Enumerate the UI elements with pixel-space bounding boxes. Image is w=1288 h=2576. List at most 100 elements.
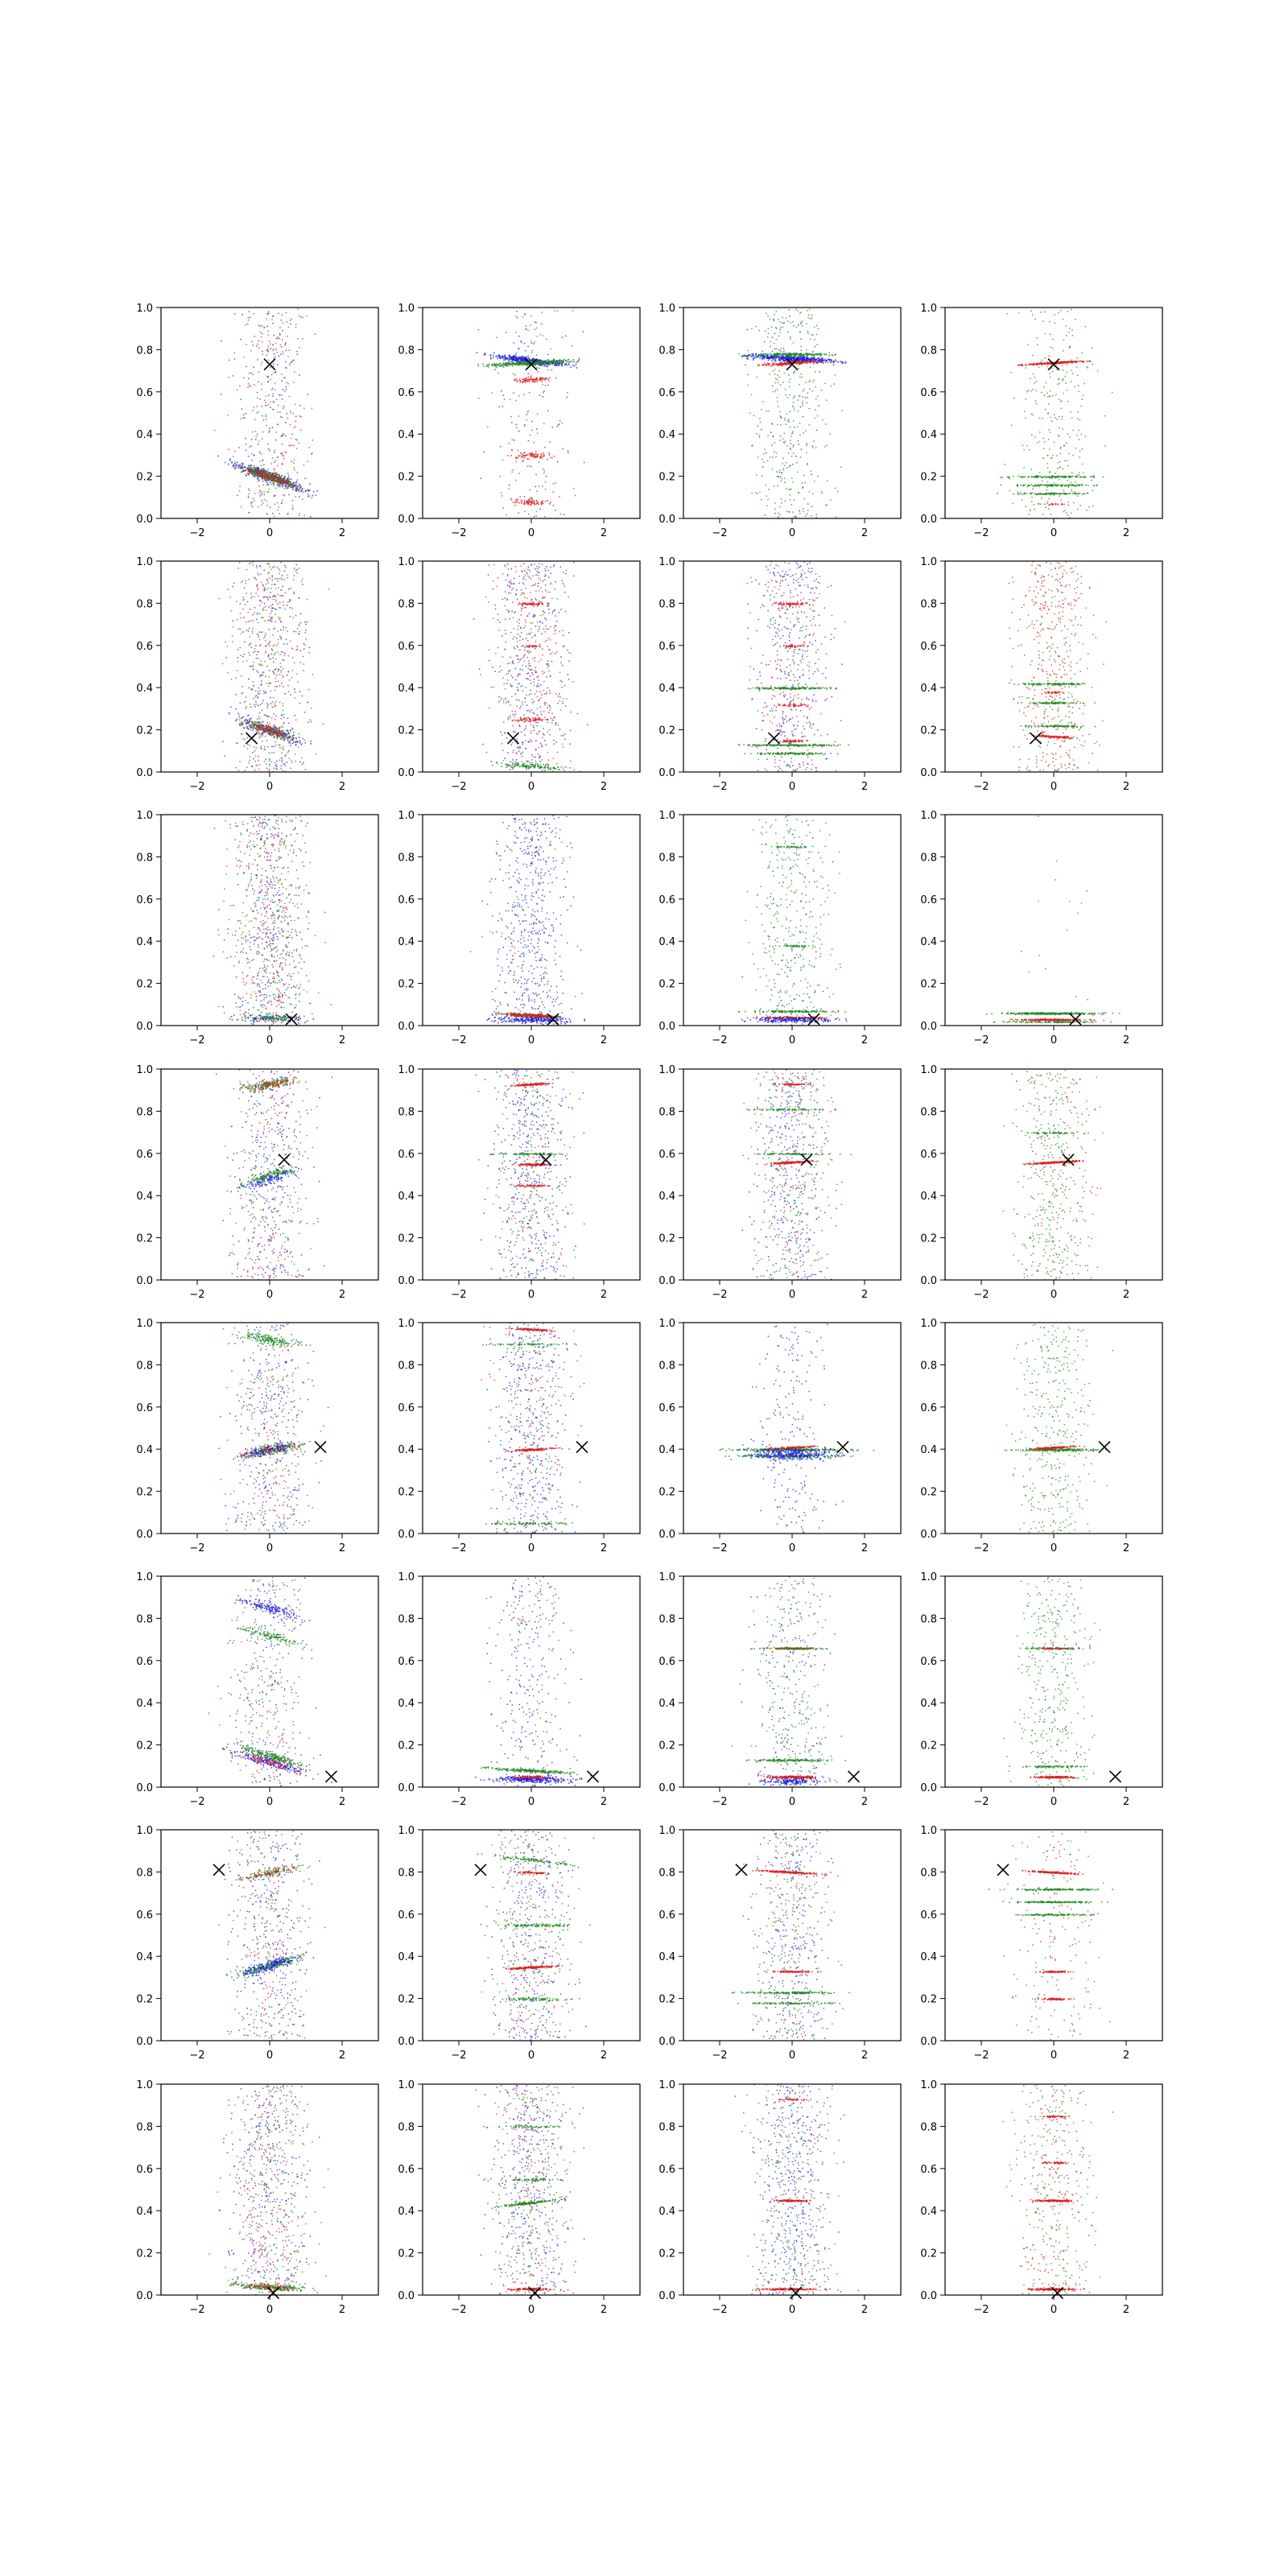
scatter-point bbox=[552, 359, 555, 361]
scatter-point bbox=[527, 379, 530, 381]
scatter-point bbox=[1010, 424, 1013, 426]
scatter-point bbox=[516, 362, 518, 364]
scatter-point bbox=[790, 436, 792, 437]
scatter-point bbox=[297, 488, 299, 490]
scatter-point bbox=[812, 357, 814, 359]
scatter-point bbox=[785, 353, 787, 355]
scatter-point bbox=[791, 353, 793, 356]
scatter-point bbox=[273, 594, 275, 597]
scatter-point bbox=[265, 691, 266, 694]
scatter-point bbox=[240, 398, 242, 400]
subplot-r1-c2: −2 0 20.00.20.40.60.81.0 bbox=[398, 303, 641, 539]
scatter-point bbox=[1076, 474, 1078, 476]
scatter-point bbox=[530, 420, 533, 423]
scatter-point bbox=[229, 458, 231, 460]
scatter-point bbox=[293, 459, 295, 461]
scatter-point bbox=[282, 659, 283, 661]
scatter-point bbox=[266, 312, 269, 315]
scatter-point bbox=[272, 476, 274, 478]
scatter-point bbox=[806, 349, 807, 351]
scatter-point bbox=[551, 427, 553, 428]
scatter-point bbox=[808, 360, 810, 361]
scatter-point bbox=[536, 378, 538, 379]
scatter-point bbox=[267, 381, 269, 382]
scatter-point bbox=[515, 378, 518, 380]
scatter-point bbox=[253, 475, 255, 477]
scatter-point bbox=[1063, 392, 1064, 394]
scatter-point bbox=[567, 392, 568, 394]
scatter-point bbox=[268, 606, 270, 608]
scatter-point bbox=[254, 472, 255, 473]
scatter-point bbox=[1049, 503, 1051, 506]
scatter-point bbox=[476, 352, 478, 353]
scatter-point bbox=[796, 462, 798, 464]
scatter-point bbox=[534, 504, 535, 506]
scatter-point bbox=[543, 392, 544, 394]
scatter-point bbox=[1055, 503, 1056, 505]
scatter-point bbox=[809, 359, 811, 361]
scatter-point bbox=[552, 361, 554, 363]
scatter-point bbox=[533, 456, 535, 458]
scatter-point bbox=[502, 366, 505, 368]
scatter-point bbox=[266, 424, 267, 427]
scatter-point bbox=[784, 419, 786, 421]
scatter-point bbox=[752, 353, 754, 355]
scatter-point bbox=[520, 452, 522, 454]
scatter-point bbox=[526, 358, 529, 360]
scatter-point bbox=[1012, 502, 1013, 505]
scatter-point bbox=[796, 426, 799, 427]
scatter-point bbox=[811, 354, 812, 356]
scatter-point bbox=[279, 394, 281, 396]
scatter-point bbox=[547, 361, 548, 363]
scatter-point bbox=[523, 496, 526, 497]
scatter-point bbox=[544, 365, 546, 366]
scatter-point bbox=[1039, 484, 1042, 485]
scatter-point bbox=[506, 365, 507, 367]
scatter-point bbox=[515, 352, 518, 354]
scatter-point bbox=[249, 466, 251, 468]
scatter-point bbox=[307, 460, 308, 462]
scatter-point bbox=[284, 693, 286, 695]
scatter-point bbox=[497, 354, 500, 357]
scatter-point bbox=[246, 748, 249, 749]
scatter-point bbox=[272, 393, 274, 394]
scatter-point bbox=[518, 430, 520, 432]
scatter-point bbox=[482, 363, 484, 365]
scatter-point bbox=[502, 459, 504, 461]
scatter-point bbox=[1029, 485, 1030, 486]
scatter-point bbox=[774, 353, 776, 355]
scatter-point bbox=[275, 337, 277, 340]
scatter-point bbox=[261, 499, 263, 502]
scatter-point bbox=[525, 325, 526, 327]
scatter-point bbox=[811, 354, 814, 357]
scatter-point bbox=[1063, 445, 1065, 447]
scatter-point bbox=[1078, 390, 1080, 393]
scatter-point bbox=[1050, 333, 1051, 335]
scatter-point bbox=[565, 335, 567, 336]
scatter-point bbox=[814, 339, 815, 341]
scatter-point bbox=[503, 363, 505, 365]
scatter-point bbox=[283, 477, 285, 479]
scatter-point bbox=[508, 360, 510, 362]
scatter-point bbox=[1050, 416, 1051, 419]
scatter-point bbox=[290, 745, 291, 747]
scatter-point bbox=[1052, 347, 1054, 349]
scatter-point bbox=[1069, 436, 1071, 438]
scatter-point bbox=[772, 385, 774, 387]
scatter-point bbox=[285, 349, 287, 351]
scatter-point bbox=[275, 371, 276, 374]
scatter-point bbox=[769, 357, 771, 360]
scatter-point bbox=[1059, 467, 1060, 469]
scatter-point bbox=[1017, 365, 1019, 366]
scatter-point bbox=[495, 366, 497, 369]
scatter-point bbox=[1051, 363, 1052, 365]
scatter-point bbox=[1071, 490, 1073, 493]
scatter-point bbox=[263, 590, 265, 592]
scatter-point bbox=[1036, 476, 1038, 478]
scatter-point bbox=[527, 362, 530, 365]
scatter-point bbox=[1028, 449, 1030, 451]
scatter-point bbox=[278, 484, 280, 486]
scatter-point bbox=[530, 497, 533, 498]
scatter-point bbox=[237, 494, 238, 497]
scatter-point bbox=[1047, 403, 1050, 405]
